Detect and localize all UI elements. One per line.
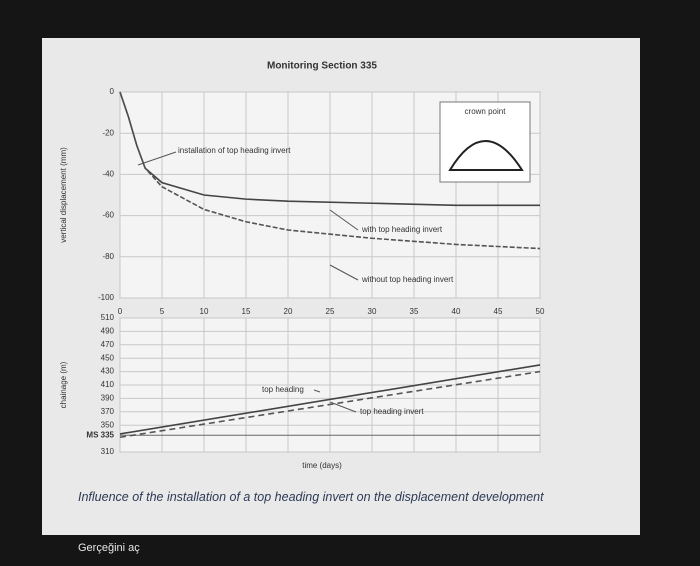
annotation: installation of top heading invert xyxy=(178,146,291,155)
open-link[interactable]: Gerçeğini aç xyxy=(78,542,140,554)
callout-line xyxy=(313,389,321,393)
x-tick-label: 5 xyxy=(160,307,165,316)
legend-label: with top heading invert xyxy=(361,225,443,234)
caption: Influence of the installation of a top h… xyxy=(78,490,544,504)
x-tick-label: 50 xyxy=(536,307,545,316)
series-line xyxy=(119,364,541,435)
x-tick-label: 45 xyxy=(494,307,503,316)
chart-title: Monitoring Section 335 xyxy=(267,61,377,72)
y-tick-label: 370 xyxy=(101,407,115,416)
series-line xyxy=(119,91,541,250)
y-tick-label: 430 xyxy=(101,367,115,376)
callout-line xyxy=(329,401,357,413)
x-tick-label: 30 xyxy=(368,307,377,316)
y-axis-label: vertical displacement (mm) xyxy=(59,147,68,243)
y-axis-label: chainage (m) xyxy=(59,361,68,408)
y-tick-label: -80 xyxy=(102,252,114,261)
callout-line xyxy=(329,209,359,231)
y-tick-label: 450 xyxy=(101,353,115,362)
y-tick-label: -60 xyxy=(102,211,114,220)
y-tick-label: -20 xyxy=(102,128,114,137)
x-tick-label: 40 xyxy=(452,307,461,316)
y-tick-label: 390 xyxy=(101,394,115,403)
x-axis-label: time (days) xyxy=(302,461,342,470)
y-tick-label: MS 335 xyxy=(86,430,114,439)
series-line xyxy=(119,370,541,439)
x-tick-label: 10 xyxy=(200,307,209,316)
y-tick-label: 490 xyxy=(101,327,115,336)
legend-label: without top heading invert xyxy=(361,275,454,284)
x-tick-label: 0 xyxy=(118,307,123,316)
legend-label: top heading invert xyxy=(360,407,424,416)
y-tick-label: 510 xyxy=(101,313,115,322)
y-tick-label: -40 xyxy=(102,170,114,179)
x-tick-label: 20 xyxy=(284,307,293,316)
x-tick-label: 15 xyxy=(242,307,251,316)
y-tick-label: 410 xyxy=(101,380,115,389)
y-tick-label: 470 xyxy=(101,340,115,349)
callout-line xyxy=(137,151,177,166)
y-tick-label: -100 xyxy=(98,293,115,302)
y-tick-label: 350 xyxy=(101,420,115,429)
annotation: crown point xyxy=(465,107,507,116)
x-tick-label: 35 xyxy=(410,307,419,316)
callout-line xyxy=(329,264,359,281)
x-tick-label: 25 xyxy=(326,307,335,316)
y-tick-label: 0 xyxy=(110,87,115,96)
y-tick-label: 310 xyxy=(101,447,115,456)
legend-label: top heading xyxy=(262,385,304,394)
tunnel-shape xyxy=(448,140,524,171)
